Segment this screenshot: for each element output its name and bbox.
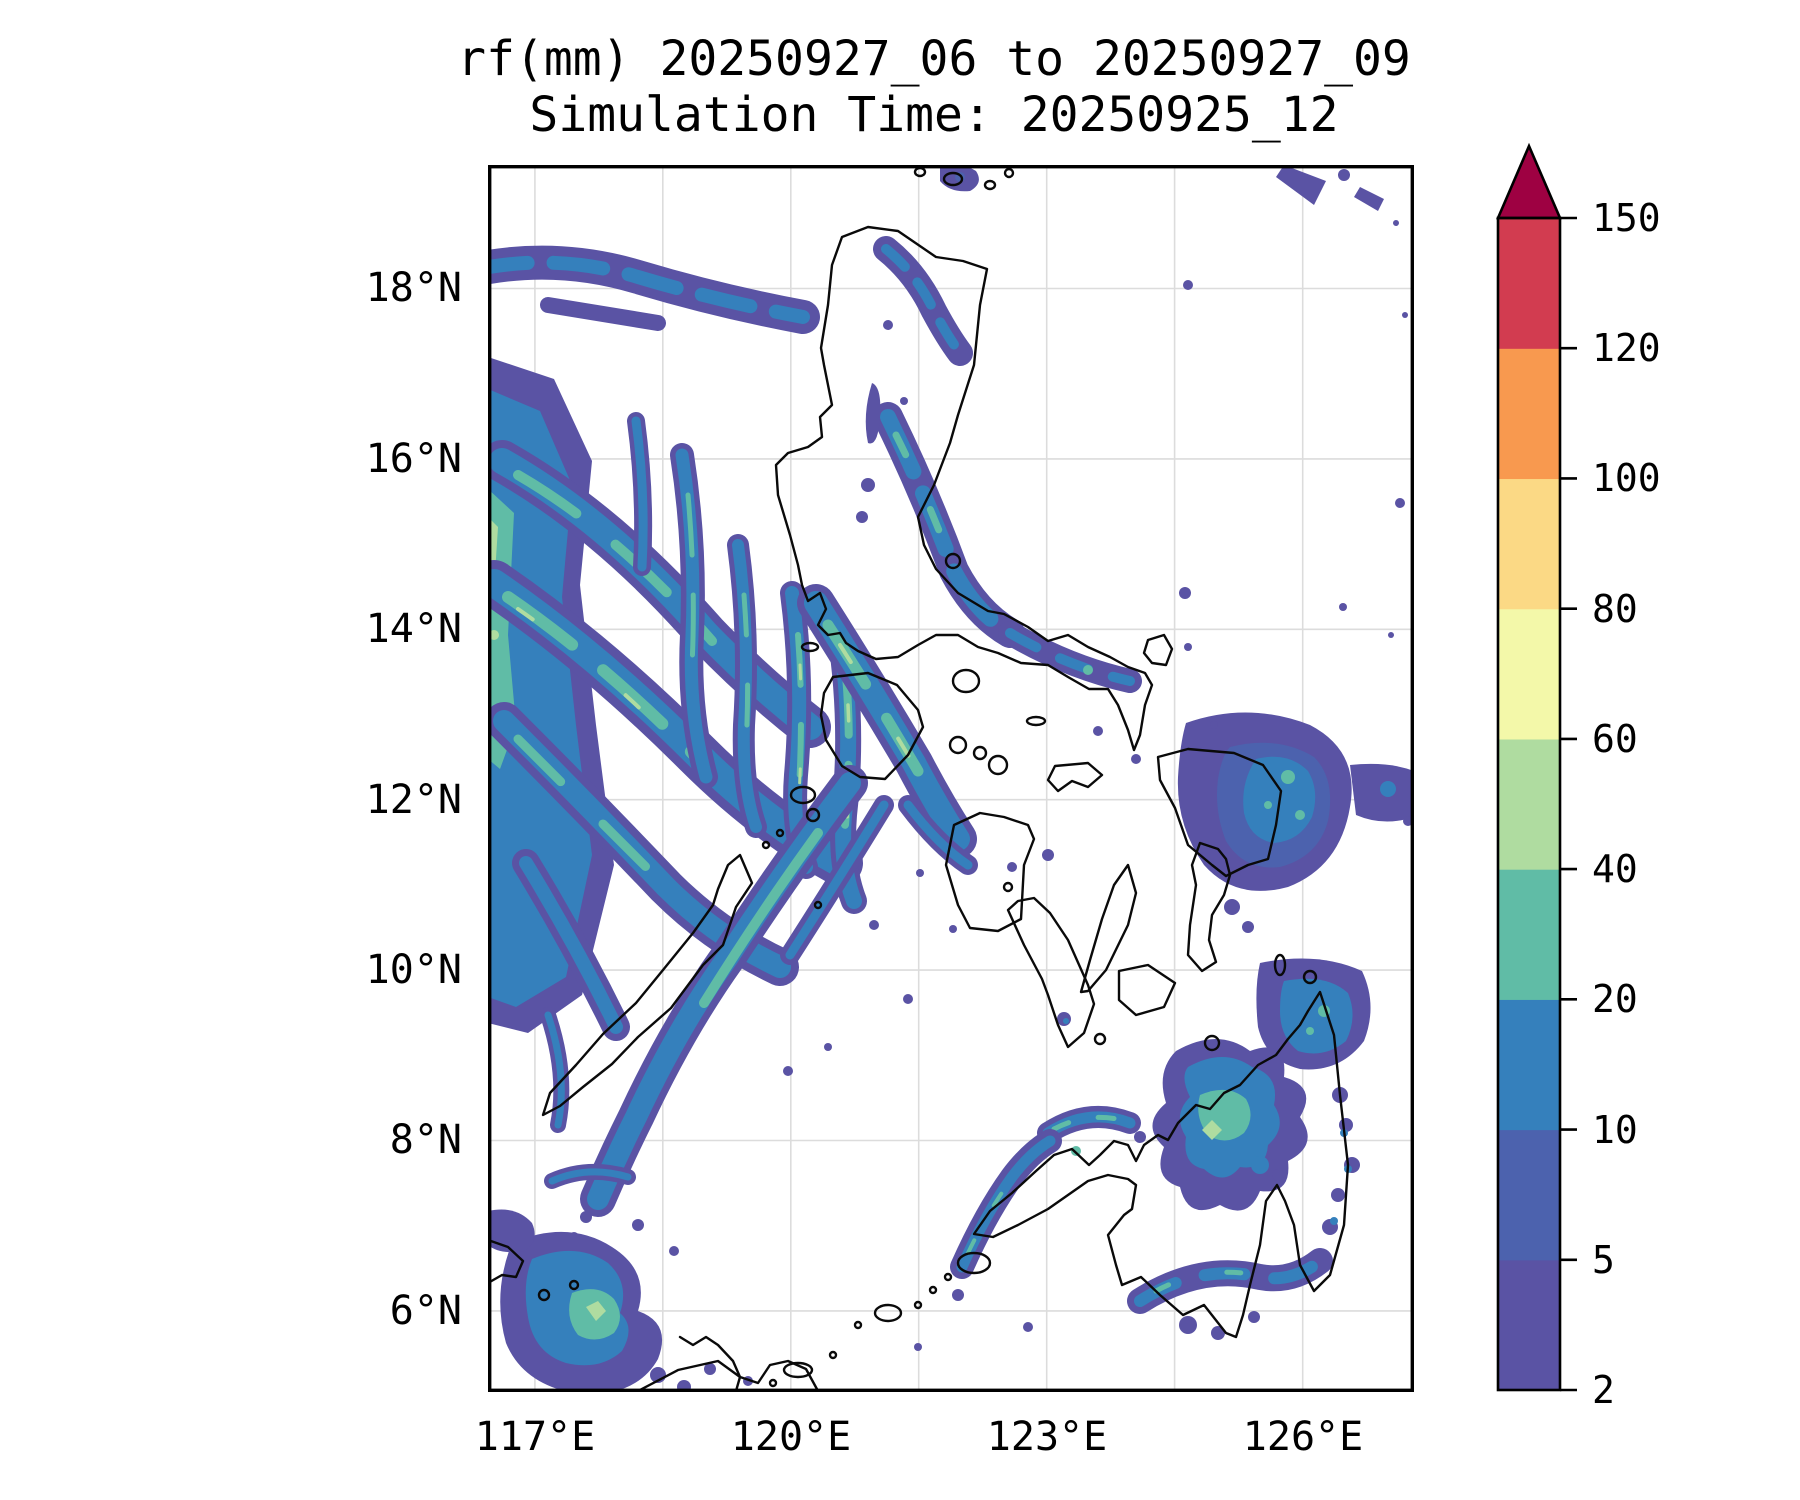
colorbar-tick-label: 150 — [1592, 196, 1661, 240]
x-tick-label: 123°E — [986, 1414, 1108, 1460]
map-plot — [488, 165, 1414, 1392]
colorbar-tick-label: 100 — [1592, 456, 1661, 500]
x-tick-label: 117°E — [474, 1414, 596, 1460]
colorbar-tick-label: 80 — [1592, 587, 1638, 631]
figure-title: rf(mm) 20250927_06 to 20250927_09 — [457, 31, 1411, 87]
colorbar-segments — [1498, 216, 1577, 1392]
colorbar-tick-label: 5 — [1592, 1238, 1615, 1282]
colorbar-tick-label: 120 — [1592, 326, 1661, 370]
colorbar-tick-label: 40 — [1592, 847, 1638, 891]
colorbar-tick-label: 60 — [1592, 717, 1638, 761]
colorbar — [1496, 142, 1577, 1392]
y-tick-label: 14°N — [365, 606, 462, 652]
y-tick-label: 8°N — [389, 1117, 462, 1163]
x-tick-label: 120°E — [730, 1414, 852, 1460]
y-tick-label: 6°N — [389, 1288, 462, 1334]
figure-subtitle: Simulation Time: 20250925_12 — [529, 87, 1339, 143]
colorbar-tick-label: 2 — [1592, 1368, 1615, 1412]
colorbar-over-arrow — [1498, 146, 1560, 218]
colorbar-frame — [1496, 216, 1562, 1392]
y-tick-label: 16°N — [365, 436, 462, 482]
x-tick-label: 126°E — [1242, 1414, 1364, 1460]
colorbar-tick-label: 20 — [1592, 977, 1638, 1021]
coastline-paths — [488, 166, 1350, 1392]
rain-contours — [488, 165, 1414, 1392]
y-tick-label: 10°N — [365, 947, 462, 993]
colorbar-tick-label: 10 — [1592, 1108, 1638, 1152]
y-tick-label: 12°N — [365, 777, 462, 823]
plot-border — [488, 165, 1414, 1392]
y-tick-label: 18°N — [365, 265, 462, 311]
